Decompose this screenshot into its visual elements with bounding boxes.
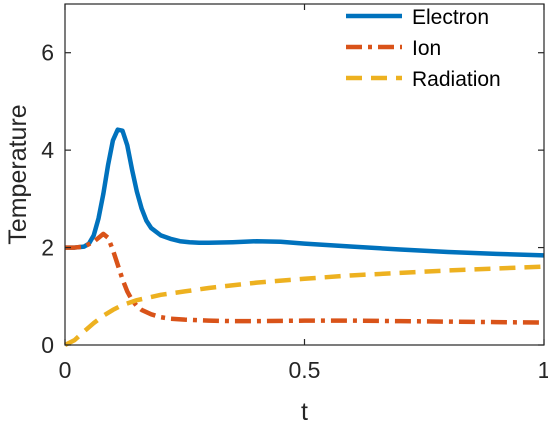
y-tick-label: 0 xyxy=(41,332,54,358)
x-axis-label: t xyxy=(301,398,308,426)
y-tick-label: 6 xyxy=(41,40,54,66)
x-tick-label: 1 xyxy=(538,357,548,383)
plot-area xyxy=(65,4,544,345)
x-tick-label: 0.5 xyxy=(289,357,321,383)
legend: Electron Ion Radiation xyxy=(346,6,501,91)
legend-label-radiation: Radiation xyxy=(412,68,501,91)
plot-background xyxy=(65,4,544,345)
series-line-electron xyxy=(65,127,545,258)
legend-label-electron: Electron xyxy=(412,6,489,29)
y-tick-label: 4 xyxy=(41,137,54,163)
series-line-ion xyxy=(65,231,545,325)
x-tick-label: 0 xyxy=(59,357,72,383)
y-axis-label: Temperature xyxy=(4,104,32,244)
series-line-radiation xyxy=(63,264,545,348)
y-tick-label: 2 xyxy=(41,235,54,261)
axes-layer: 0 0.5 1 0 2 4 6 xyxy=(41,3,548,383)
legend-label-ion: Ion xyxy=(412,37,441,60)
series-layer xyxy=(63,127,545,348)
